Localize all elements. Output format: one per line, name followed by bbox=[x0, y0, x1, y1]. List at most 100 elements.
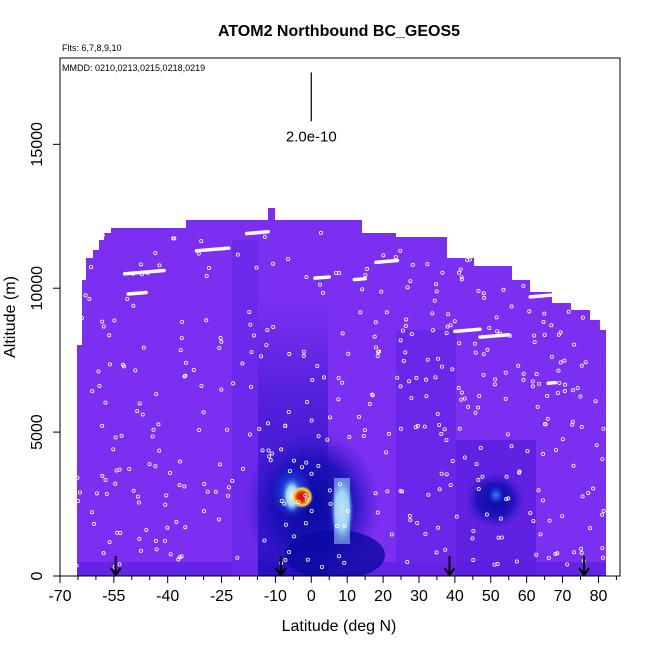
sample-dot bbox=[595, 310, 600, 315]
x-tick-label: -40 bbox=[156, 588, 179, 605]
sample-dot bbox=[495, 329, 500, 334]
sample-dot bbox=[423, 531, 428, 536]
x-tick-label: 30 bbox=[410, 588, 428, 605]
sample-dot bbox=[168, 552, 173, 557]
sample-dot bbox=[117, 562, 122, 567]
sample-dot bbox=[79, 316, 84, 321]
sample-dot bbox=[342, 560, 347, 565]
sample-dot bbox=[230, 478, 235, 483]
sample-dot bbox=[131, 303, 136, 308]
sample-dot bbox=[435, 525, 440, 530]
sample-dot bbox=[374, 345, 379, 350]
sample-dot bbox=[454, 514, 459, 519]
x-axis: -70 -55 -40 -25 -10 0 10 20 30 40 50 60 70 80 bbox=[48, 576, 617, 605]
sample-dot bbox=[87, 296, 92, 301]
sample-dot bbox=[459, 397, 464, 402]
sample-dot bbox=[432, 298, 437, 303]
sample-dot bbox=[375, 510, 380, 515]
flight-segment bbox=[352, 276, 367, 282]
y-tick-label: 10000 bbox=[29, 266, 46, 311]
sample-dot bbox=[267, 454, 272, 459]
sample-dot bbox=[219, 339, 224, 344]
sample-dot bbox=[565, 562, 570, 567]
sample-dot bbox=[107, 333, 112, 338]
sample-dot bbox=[424, 394, 429, 399]
sample-dot bbox=[504, 474, 509, 479]
sample-dot bbox=[360, 287, 365, 292]
sample-dot bbox=[139, 272, 144, 277]
flight-segment bbox=[478, 332, 511, 339]
sample-dot bbox=[385, 489, 390, 494]
sample-dot bbox=[262, 538, 267, 543]
sample-dot bbox=[157, 263, 162, 268]
sample-dot bbox=[103, 478, 108, 483]
sample-dot bbox=[104, 491, 109, 496]
sample-dot bbox=[260, 448, 265, 453]
sample-dot bbox=[499, 535, 504, 540]
sample-dot bbox=[340, 380, 345, 385]
sample-dot bbox=[303, 493, 308, 498]
sample-dot bbox=[154, 547, 159, 552]
sample-dot bbox=[487, 325, 492, 330]
sample-dot bbox=[235, 555, 240, 560]
sample-dot bbox=[248, 322, 253, 327]
sample-dot bbox=[558, 330, 563, 335]
sample-dot bbox=[400, 489, 405, 494]
sample-dot bbox=[248, 432, 253, 437]
sample-dot bbox=[535, 404, 540, 409]
sample-dot bbox=[472, 341, 477, 346]
blue-blob-east bbox=[488, 486, 504, 504]
sample-dot bbox=[545, 393, 550, 398]
sample-dot bbox=[127, 467, 132, 472]
sample-dot bbox=[345, 509, 350, 514]
sample-dot bbox=[271, 324, 276, 329]
sample-dot bbox=[541, 451, 546, 456]
sample-dot bbox=[373, 320, 378, 325]
sample-dot bbox=[357, 414, 362, 419]
sample-dot bbox=[199, 239, 204, 244]
sample-dot bbox=[405, 285, 410, 290]
sample-dot bbox=[153, 538, 158, 543]
sample-dot bbox=[336, 376, 341, 381]
sample-dot bbox=[413, 425, 418, 430]
sample-dot bbox=[448, 323, 453, 328]
sample-dot bbox=[125, 296, 130, 301]
sample-dot bbox=[384, 450, 389, 455]
sample-dot bbox=[174, 519, 179, 524]
flight-segment bbox=[453, 327, 482, 334]
sample-dot bbox=[498, 331, 503, 336]
sample-dot bbox=[600, 512, 605, 517]
sample-dot bbox=[570, 388, 575, 393]
sample-dot bbox=[549, 323, 554, 328]
sample-dot bbox=[111, 447, 116, 452]
sample-dot bbox=[131, 488, 136, 493]
sample-dot bbox=[304, 460, 309, 465]
sample-dot bbox=[473, 350, 478, 355]
sample-dot bbox=[97, 384, 102, 389]
sample-dot bbox=[423, 377, 428, 382]
sample-dot bbox=[493, 377, 498, 382]
sample-dot bbox=[600, 555, 605, 560]
sample-dot bbox=[442, 427, 447, 432]
sample-dot bbox=[439, 364, 444, 369]
sample-dot bbox=[283, 423, 288, 428]
sample-dot bbox=[579, 550, 584, 555]
sample-dot bbox=[135, 494, 140, 499]
sample-dot bbox=[408, 279, 413, 284]
sample-dot bbox=[450, 367, 455, 372]
sample-dot bbox=[452, 319, 457, 324]
sample-dot bbox=[465, 258, 470, 263]
sample-dot bbox=[165, 525, 170, 530]
sample-dot bbox=[484, 512, 489, 517]
sample-dot bbox=[282, 501, 287, 506]
sample-dot bbox=[448, 482, 453, 487]
profile-arrow-head bbox=[109, 567, 122, 577]
sample-dot bbox=[594, 443, 599, 448]
sample-dot bbox=[119, 433, 124, 438]
sample-dot bbox=[580, 315, 585, 320]
sample-dot bbox=[492, 562, 497, 567]
sample-dot bbox=[376, 349, 381, 354]
sample-dot bbox=[235, 252, 240, 257]
sample-dot bbox=[545, 416, 550, 421]
